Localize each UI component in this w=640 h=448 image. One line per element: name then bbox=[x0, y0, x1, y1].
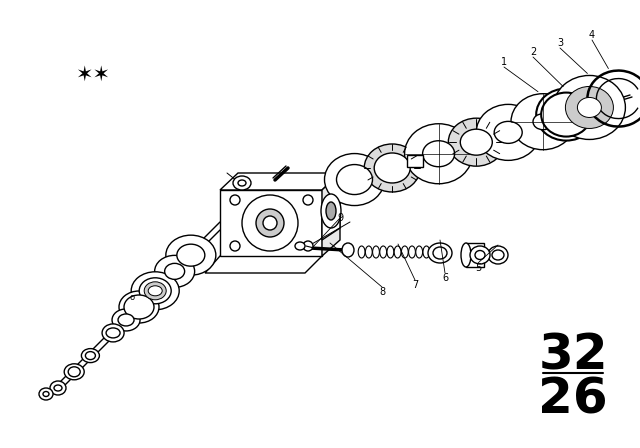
Ellipse shape bbox=[102, 324, 124, 342]
Ellipse shape bbox=[85, 352, 95, 360]
Ellipse shape bbox=[460, 129, 492, 155]
Ellipse shape bbox=[68, 367, 80, 377]
Ellipse shape bbox=[492, 250, 504, 260]
Ellipse shape bbox=[475, 250, 485, 259]
Ellipse shape bbox=[242, 195, 298, 251]
Text: 9: 9 bbox=[337, 213, 343, 223]
Ellipse shape bbox=[342, 243, 354, 257]
Ellipse shape bbox=[140, 278, 172, 304]
Ellipse shape bbox=[131, 272, 179, 310]
Ellipse shape bbox=[148, 286, 162, 296]
Ellipse shape bbox=[541, 93, 591, 137]
Polygon shape bbox=[322, 194, 340, 240]
Text: 4: 4 bbox=[589, 30, 595, 40]
Text: 26: 26 bbox=[538, 376, 608, 424]
Ellipse shape bbox=[372, 246, 380, 258]
Ellipse shape bbox=[321, 194, 341, 228]
Ellipse shape bbox=[511, 94, 575, 150]
Polygon shape bbox=[205, 256, 322, 273]
Ellipse shape bbox=[118, 314, 134, 326]
Ellipse shape bbox=[238, 180, 246, 186]
Ellipse shape bbox=[230, 241, 240, 251]
Ellipse shape bbox=[416, 246, 422, 258]
Polygon shape bbox=[466, 243, 484, 267]
Ellipse shape bbox=[404, 124, 472, 184]
Ellipse shape bbox=[428, 243, 452, 263]
Text: 1: 1 bbox=[501, 57, 507, 67]
Ellipse shape bbox=[166, 235, 216, 275]
Ellipse shape bbox=[577, 98, 602, 117]
Ellipse shape bbox=[326, 202, 336, 220]
Ellipse shape bbox=[64, 364, 84, 380]
Ellipse shape bbox=[155, 255, 195, 287]
Ellipse shape bbox=[394, 246, 401, 258]
Ellipse shape bbox=[476, 104, 540, 160]
Ellipse shape bbox=[256, 209, 284, 237]
Polygon shape bbox=[220, 173, 340, 190]
Text: o: o bbox=[129, 293, 134, 302]
Ellipse shape bbox=[144, 282, 166, 300]
Polygon shape bbox=[408, 155, 424, 167]
Ellipse shape bbox=[408, 246, 415, 258]
Text: ✶✶: ✶✶ bbox=[75, 65, 110, 85]
Ellipse shape bbox=[488, 246, 508, 264]
Text: 7: 7 bbox=[412, 280, 418, 290]
Ellipse shape bbox=[324, 154, 385, 206]
Ellipse shape bbox=[380, 246, 387, 258]
Ellipse shape bbox=[554, 75, 625, 139]
Ellipse shape bbox=[39, 388, 53, 400]
Ellipse shape bbox=[358, 246, 365, 258]
Ellipse shape bbox=[387, 246, 394, 258]
Text: 32: 32 bbox=[538, 331, 608, 379]
Ellipse shape bbox=[364, 144, 420, 192]
Ellipse shape bbox=[295, 242, 305, 250]
Ellipse shape bbox=[81, 349, 99, 362]
Text: 8: 8 bbox=[379, 287, 385, 297]
Ellipse shape bbox=[494, 121, 522, 143]
Text: 6: 6 bbox=[442, 273, 448, 283]
Ellipse shape bbox=[565, 86, 613, 129]
Ellipse shape bbox=[303, 195, 313, 205]
Ellipse shape bbox=[177, 244, 205, 266]
Ellipse shape bbox=[533, 114, 553, 130]
Ellipse shape bbox=[461, 243, 471, 267]
Ellipse shape bbox=[448, 118, 504, 166]
Ellipse shape bbox=[112, 309, 140, 331]
Text: 5: 5 bbox=[475, 263, 481, 273]
Polygon shape bbox=[322, 173, 340, 256]
Polygon shape bbox=[220, 190, 322, 256]
Ellipse shape bbox=[303, 241, 313, 251]
Ellipse shape bbox=[422, 141, 454, 167]
Ellipse shape bbox=[124, 295, 154, 319]
Ellipse shape bbox=[263, 216, 277, 230]
Ellipse shape bbox=[233, 176, 251, 190]
Ellipse shape bbox=[50, 381, 66, 395]
Ellipse shape bbox=[164, 263, 184, 280]
Ellipse shape bbox=[54, 385, 62, 391]
Ellipse shape bbox=[365, 246, 372, 258]
Ellipse shape bbox=[423, 246, 430, 258]
Ellipse shape bbox=[577, 98, 602, 117]
Ellipse shape bbox=[470, 246, 490, 264]
Ellipse shape bbox=[43, 392, 49, 396]
Ellipse shape bbox=[119, 291, 159, 323]
Ellipse shape bbox=[536, 89, 596, 141]
Ellipse shape bbox=[401, 246, 408, 258]
Text: 2: 2 bbox=[530, 47, 536, 57]
Ellipse shape bbox=[106, 328, 120, 338]
Ellipse shape bbox=[337, 164, 372, 194]
Text: 3: 3 bbox=[557, 38, 563, 48]
Ellipse shape bbox=[374, 153, 410, 183]
Ellipse shape bbox=[433, 247, 447, 259]
Ellipse shape bbox=[230, 195, 240, 205]
